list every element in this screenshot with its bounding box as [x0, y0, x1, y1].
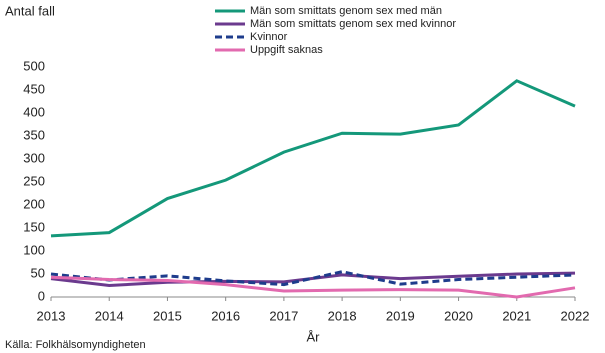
- y-tick-label: 500: [23, 58, 45, 73]
- x-tick-label: 2022: [561, 308, 590, 323]
- source: Källa: Folkhälsomyndigheten: [5, 339, 146, 351]
- x-tick-label: 2014: [95, 308, 124, 323]
- y-tick-label: 200: [23, 196, 45, 211]
- x-tick-label: 2020: [444, 308, 473, 323]
- series-line: [50, 271, 576, 288]
- y-tick-label: 250: [23, 173, 45, 188]
- x-axis-label: År: [307, 329, 321, 344]
- legend-label: Män som smittats genom sex med kvinnor: [250, 18, 456, 30]
- series-line: [50, 275, 576, 299]
- y-tick-label: 100: [23, 242, 45, 257]
- legend-label: Kvinnor: [250, 31, 288, 43]
- y-tick-label: 300: [23, 150, 45, 165]
- y-axis-label: Antal fall: [5, 3, 55, 18]
- x-tick-label: 2015: [153, 308, 182, 323]
- y-tick-label: 450: [23, 81, 45, 96]
- y-tick-label: 0: [38, 288, 45, 303]
- x-tick-label: 2021: [502, 308, 531, 323]
- x-tick-label: 2013: [37, 308, 66, 323]
- y-tick-label: 350: [23, 127, 45, 142]
- series-line: [50, 270, 576, 287]
- series-line: [50, 79, 576, 238]
- x-tick-label: 2018: [328, 308, 357, 323]
- y-tick-label: 50: [31, 265, 45, 280]
- legend-label: Uppgift saknas: [250, 44, 323, 56]
- legend-label: Män som smittats genom sex med män: [250, 5, 442, 17]
- y-tick-label: 400: [23, 104, 45, 119]
- x-tick-label: 2019: [386, 308, 415, 323]
- y-tick-label: 150: [23, 219, 45, 234]
- x-tick-label: 2017: [269, 308, 298, 323]
- x-tick-label: 2016: [211, 308, 240, 323]
